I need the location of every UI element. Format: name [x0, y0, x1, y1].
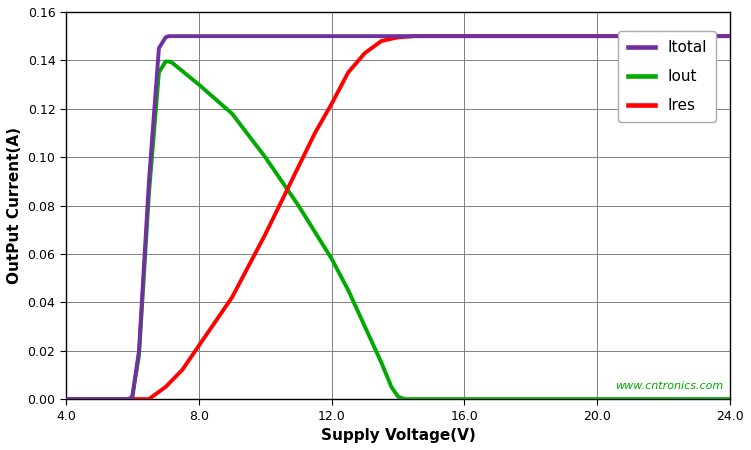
Legend: Itotal, Iout, Ires: Itotal, Iout, Ires: [618, 31, 716, 122]
Y-axis label: OutPut Current(A): OutPut Current(A): [7, 127, 22, 284]
X-axis label: Supply Voltage(V): Supply Voltage(V): [321, 428, 475, 443]
Text: www.cntronics.com: www.cntronics.com: [615, 381, 723, 392]
